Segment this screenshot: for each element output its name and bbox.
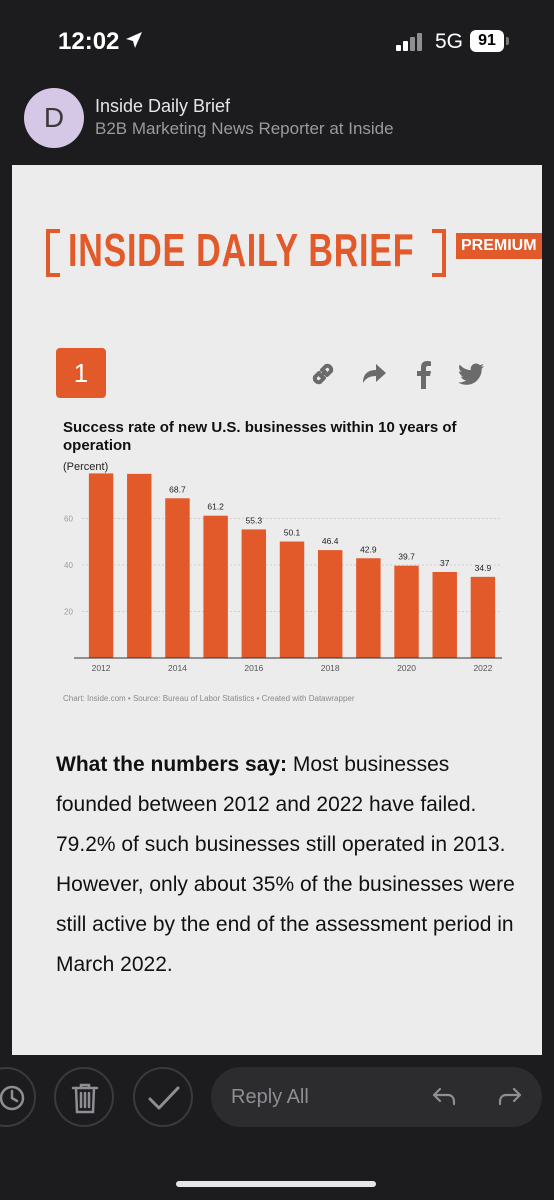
- forward-icon[interactable]: [359, 359, 389, 394]
- clock-icon: [0, 1085, 25, 1111]
- forward-reply-icon[interactable]: [497, 1083, 523, 1109]
- premium-badge: PREMIUM: [456, 233, 542, 259]
- bar: [88, 473, 114, 658]
- data-label: 46.4: [322, 536, 339, 546]
- sender-name[interactable]: Inside Daily Brief: [95, 96, 231, 116]
- x-tick-label: 2018: [321, 663, 340, 673]
- story-number-badge: 1: [56, 348, 106, 398]
- email-body: INSIDE DAILY BRIEF PREMIUM 1: [12, 165, 542, 1055]
- article-lead: What the numbers say:: [56, 753, 288, 776]
- data-label: 55.3: [246, 515, 263, 525]
- chart-unit-label: (Percent): [63, 461, 109, 473]
- location-arrow-icon: [126, 32, 142, 48]
- bar: [241, 529, 267, 658]
- reply-all-placeholder: Reply All: [231, 1086, 309, 1108]
- x-tick-label: 2012: [92, 663, 111, 673]
- bracket-right-icon: [432, 229, 446, 277]
- status-bar: 12:02 5G 91: [0, 0, 554, 80]
- battery-indicator: 91: [470, 30, 504, 52]
- delete-button[interactable]: [54, 1067, 114, 1127]
- bracket-left-icon: [46, 229, 60, 277]
- y-tick-label: 60: [64, 515, 73, 524]
- snooze-button[interactable]: [0, 1067, 36, 1127]
- y-tick-label: 20: [64, 608, 73, 617]
- x-tick-label: 2016: [244, 663, 263, 673]
- chart-title: Success rate of new U.S. businesses with…: [63, 419, 457, 454]
- x-tick-label: 2022: [473, 663, 492, 673]
- avatar[interactable]: D: [24, 88, 84, 148]
- data-label: 42.9: [360, 544, 377, 554]
- data-label: 68.7: [169, 484, 186, 494]
- bar: [317, 550, 343, 658]
- bar: [356, 558, 381, 658]
- chart-credit: Chart: Inside.com • Source: Bureau of La…: [63, 694, 355, 703]
- twitter-icon[interactable]: [456, 359, 486, 394]
- article-text: Most businesses founded between 2012 and…: [56, 753, 515, 976]
- bar: [279, 541, 305, 658]
- bar: [203, 515, 228, 658]
- network-type: 5G: [435, 30, 464, 53]
- data-label: 37: [440, 558, 450, 568]
- facebook-icon[interactable]: [414, 359, 434, 394]
- sender-subtitle: B2B Marketing News Reporter at Inside: [95, 119, 394, 138]
- brand-name: INSIDE DAILY BRIEF: [68, 224, 415, 276]
- reply-all-field[interactable]: Reply All: [211, 1067, 542, 1127]
- bar: [470, 576, 496, 658]
- x-tick-label: 2014: [168, 663, 187, 673]
- trash-icon: [71, 1083, 99, 1114]
- bar: [394, 565, 419, 658]
- battery-tip-icon: [506, 37, 509, 45]
- mark-done-button[interactable]: [133, 1067, 193, 1127]
- x-tick-label: 2020: [397, 663, 416, 673]
- bar: [127, 473, 152, 658]
- checkmark-icon: [148, 1086, 180, 1110]
- data-label: 50.1: [284, 528, 301, 538]
- status-time: 12:02: [58, 28, 120, 55]
- link-icon[interactable]: [308, 359, 338, 394]
- home-indicator: [176, 1181, 376, 1187]
- data-label: 61.2: [207, 502, 224, 512]
- reply-icon[interactable]: [431, 1083, 457, 1109]
- data-label: 34.9: [475, 563, 492, 573]
- cellular-signal-icon: [396, 33, 426, 51]
- y-tick-label: 40: [64, 561, 73, 570]
- bar: [432, 571, 457, 658]
- data-label: 39.7: [398, 552, 415, 562]
- bar-chart: 20406079.4201279.268.7201461.255.3201650…: [64, 473, 502, 673]
- bar: [165, 498, 190, 658]
- article-paragraph: What the numbers say: Most businesses fo…: [56, 745, 518, 985]
